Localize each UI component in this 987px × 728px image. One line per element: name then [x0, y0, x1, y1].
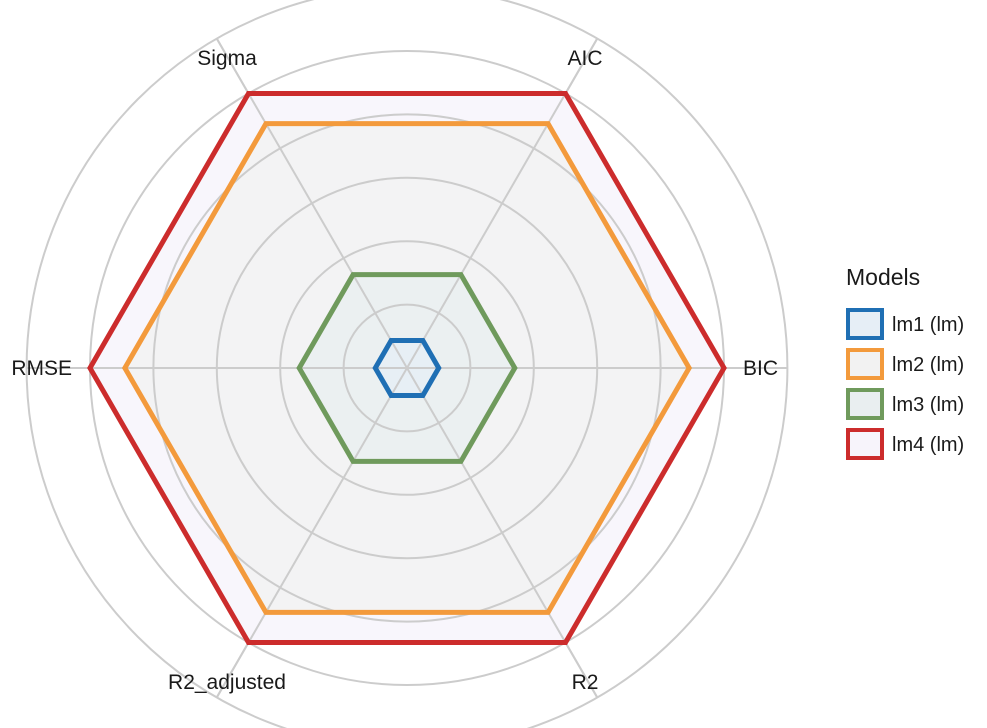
legend-key-lm3 [846, 388, 884, 420]
axis-label-bic: BIC [743, 357, 778, 380]
axis-labels-layer: BIC AIC Sigma RMSE R2_adjusted R2 [11, 47, 778, 694]
legend: Models lm1 (lm) lm2 (lm) lm3 (lm) lm4 (l… [846, 264, 964, 460]
legend-key-lm2 [846, 348, 884, 380]
axis-label-rmse: RMSE [11, 357, 72, 380]
legend-label-lm1: lm1 (lm) [892, 314, 964, 336]
legend-item-lm3: lm3 (lm) [846, 388, 964, 420]
axis-label-sigma: Sigma [197, 47, 257, 70]
series-line-lm1 [372, 338, 442, 398]
grid-ring-overlay [342, 303, 472, 433]
grid-ring-overlay [152, 113, 662, 623]
axis-label-r2: R2 [572, 671, 599, 694]
series-line-lm4 [87, 90, 727, 646]
grid-ring-overlay [279, 240, 535, 496]
series-line-lm2 [121, 121, 693, 615]
legend-item-lm4: lm4 (lm) [846, 428, 964, 460]
axis-label-aic: AIC [567, 47, 602, 70]
polygons-layer [26, 38, 788, 698]
legend-item-lm2: lm2 (lm) [846, 348, 964, 380]
axis-label-r2-adjusted: R2_adjusted [168, 671, 286, 694]
legend-key-lm4 [846, 428, 884, 460]
legend-item-lm1: lm1 (lm) [846, 308, 964, 340]
legend-title: Models [846, 264, 920, 290]
legend-key-lm1 [846, 308, 884, 340]
legend-label-lm4: lm4 (lm) [892, 434, 964, 456]
series-line-lm3 [296, 272, 518, 464]
legend-label-lm2: lm2 (lm) [892, 354, 964, 376]
legend-label-lm3: lm3 (lm) [892, 394, 964, 416]
grid-ring-overlay [215, 176, 599, 560]
